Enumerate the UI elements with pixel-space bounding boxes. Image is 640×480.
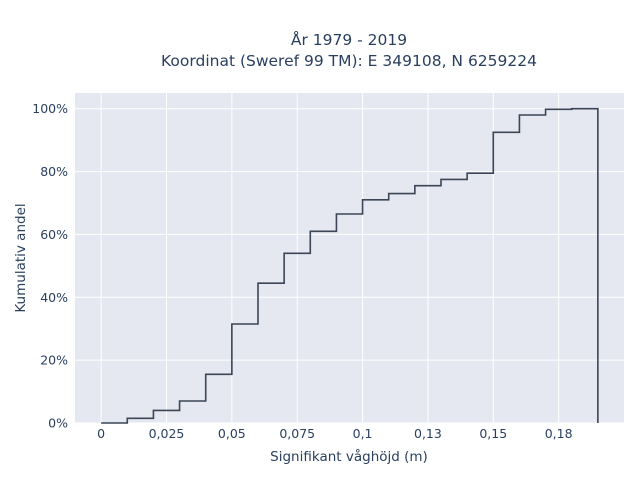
plot-area xyxy=(75,93,624,423)
y-tick-label: 60% xyxy=(40,227,68,242)
x-tick-label: 0,075 xyxy=(279,426,315,441)
grid xyxy=(75,93,624,424)
x-tick-label: 0,15 xyxy=(479,426,507,441)
chart-title-line-2: Koordinat (Sweref 99 TM): E 349108, N 62… xyxy=(161,52,537,70)
chart-title-line-1: År 1979 - 2019 xyxy=(291,30,407,49)
y-tick-label: 40% xyxy=(40,290,68,305)
cumulative-step-line xyxy=(101,107,599,424)
x-axis-title: Signifikant våghöjd (m) xyxy=(270,448,428,465)
x-tick-label: 0,18 xyxy=(545,426,573,441)
y-axis-title: Kumulativ andel xyxy=(13,203,29,312)
x-tick-label: 0,13 xyxy=(414,426,442,441)
x-tick-label: 0,025 xyxy=(149,426,185,441)
y-tick-label: 80% xyxy=(40,164,68,179)
ticks: 0 0,025 0,05 0,075 0,1 0,13 0,15 0,18 0% 20% 40% 60… xyxy=(32,101,572,441)
y-tick-label: 100% xyxy=(32,101,68,116)
x-tick-label: 0,1 xyxy=(353,426,373,441)
x-tick-label: 0 xyxy=(97,426,105,441)
x-tick-label: 0,05 xyxy=(218,426,246,441)
y-tick-label: 20% xyxy=(40,353,68,368)
y-tick-label: 0% xyxy=(48,416,68,431)
